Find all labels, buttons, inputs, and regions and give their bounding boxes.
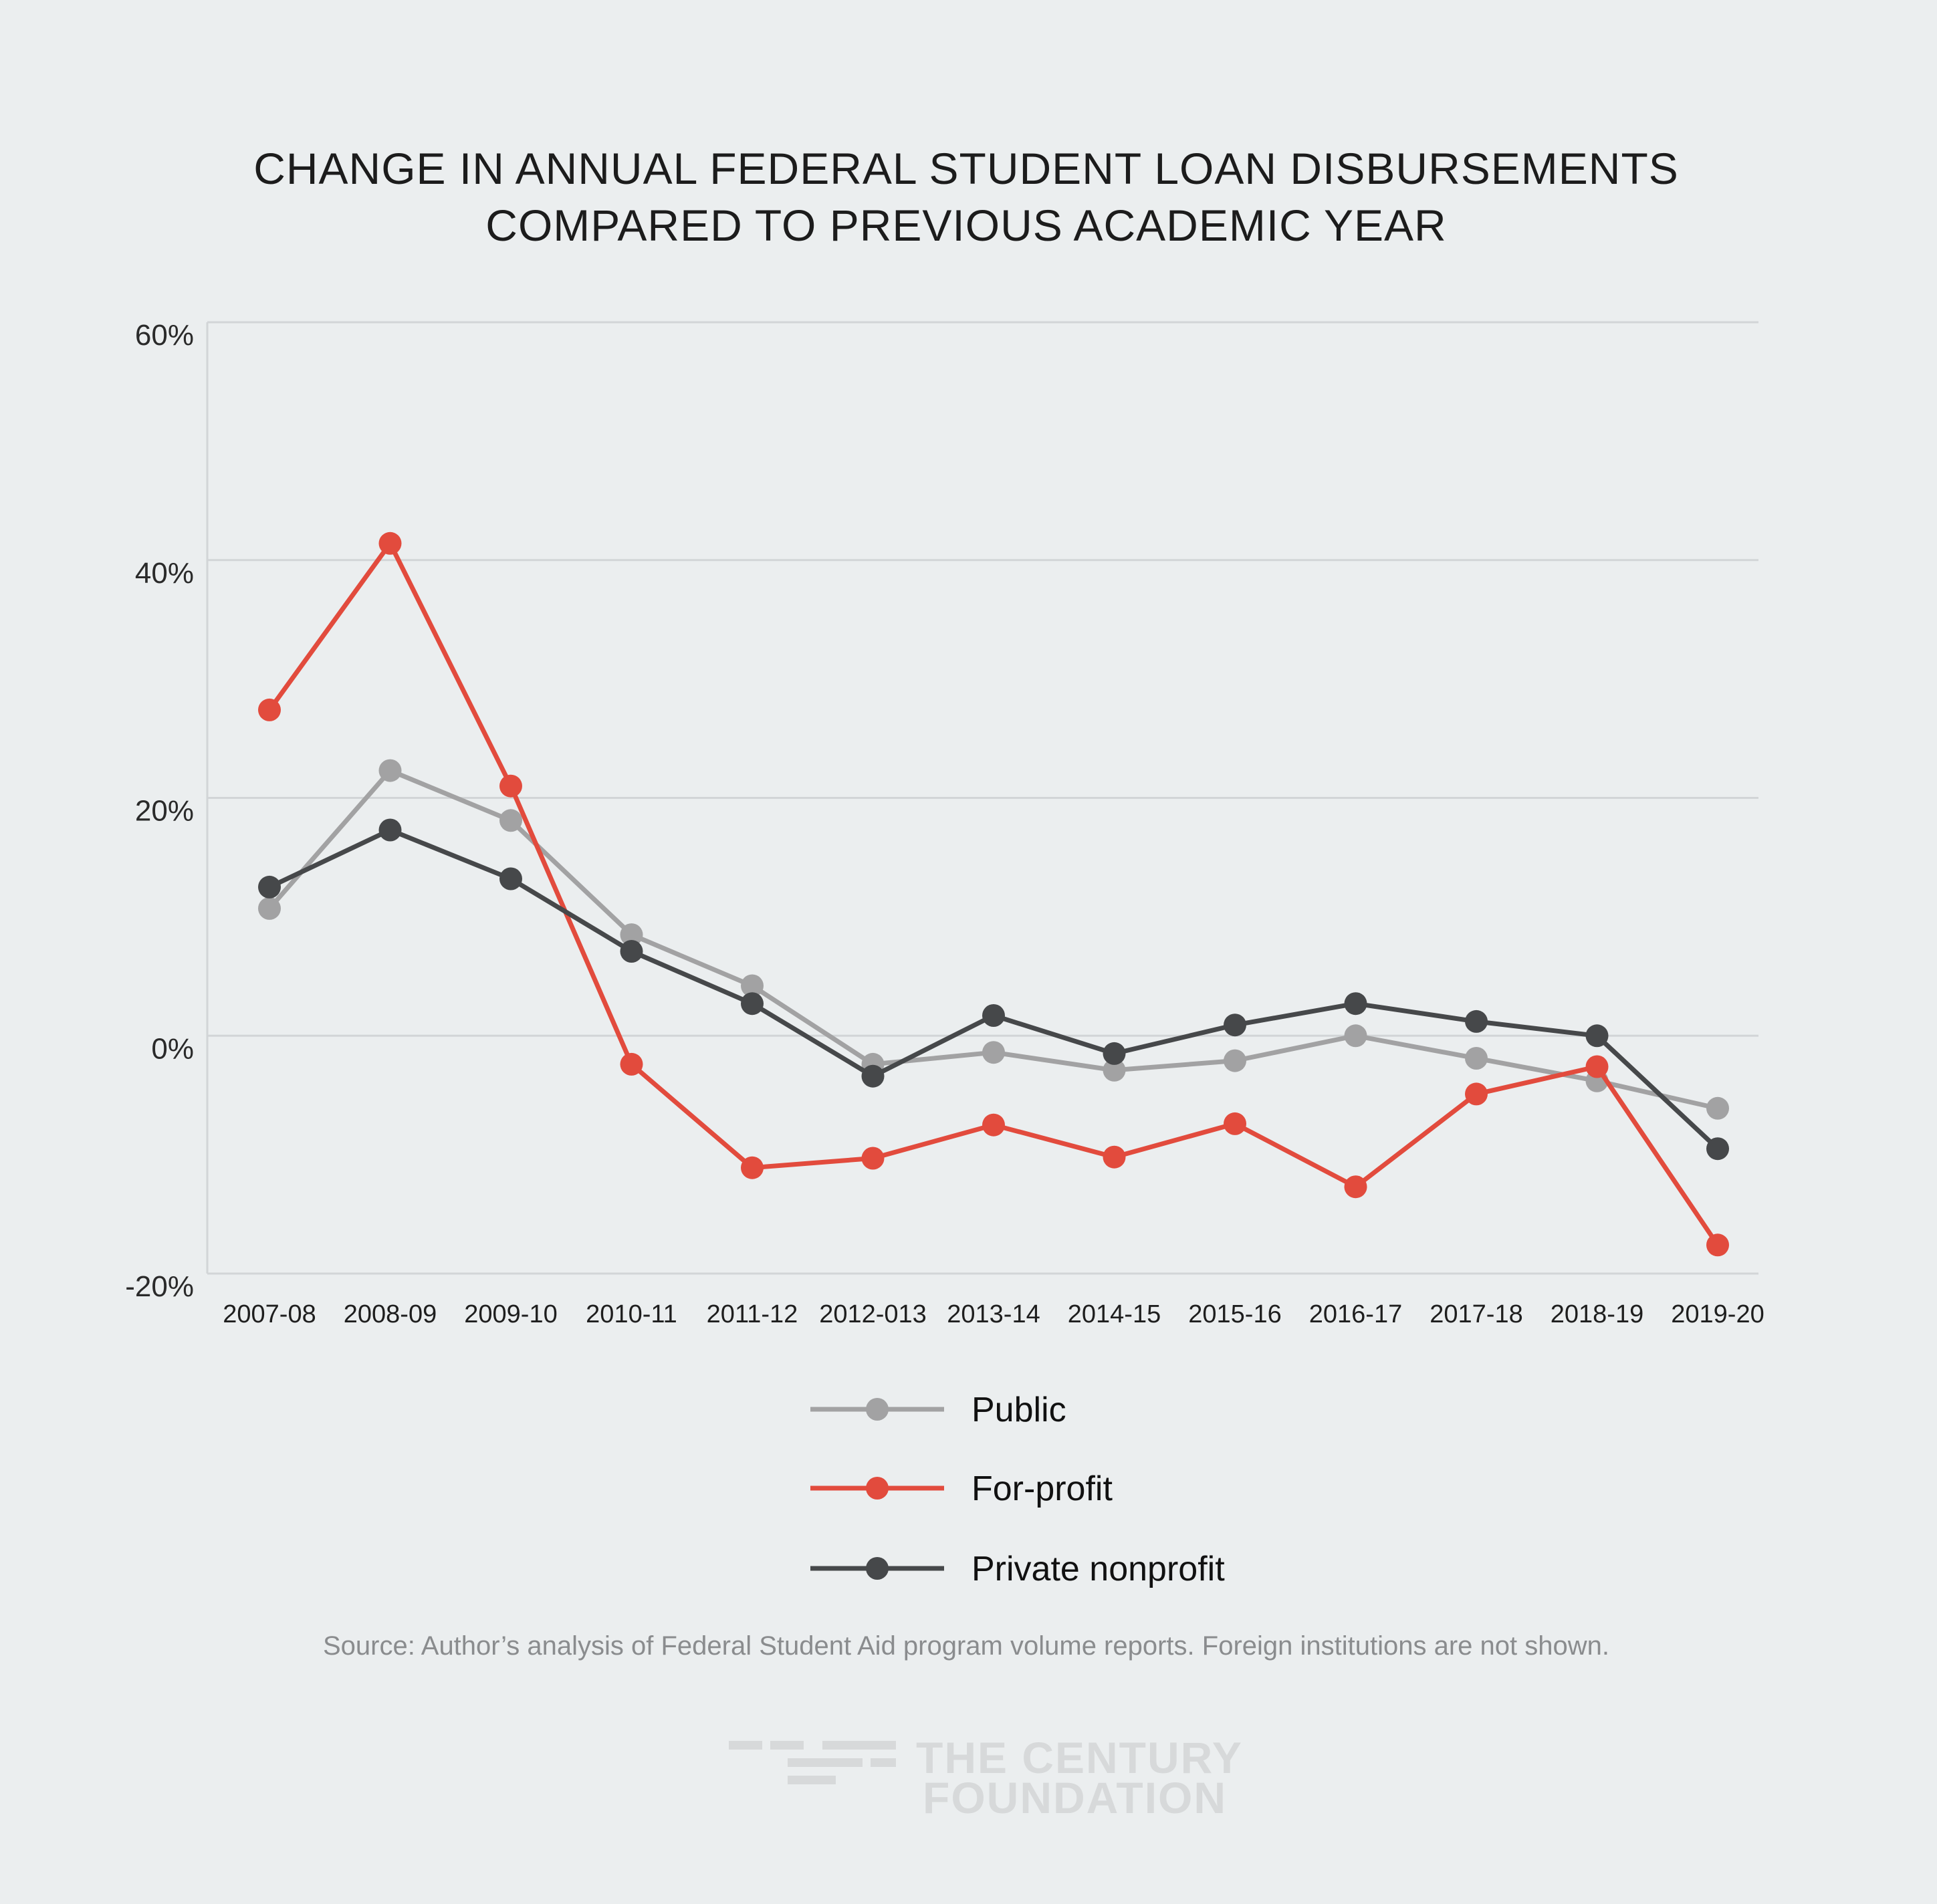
- data-point-for-profit: [378, 531, 402, 555]
- data-series: [258, 531, 1729, 1257]
- legend-item-public: Public: [810, 1391, 1066, 1429]
- data-point-private-nonprofit: [1585, 1024, 1609, 1048]
- series-private-nonprofit: [258, 818, 1729, 1161]
- legend: Public For-profit Private nonprofit: [810, 1391, 1225, 1588]
- data-point-public: [1224, 1049, 1246, 1072]
- data-point-public: [258, 897, 281, 920]
- x-tick-label: 2016-17: [1309, 1300, 1402, 1328]
- data-point-private-nonprofit: [620, 940, 643, 963]
- data-point-public: [620, 923, 643, 947]
- x-axis-tick-labels: 2007-08 2008-09 2009-10 2010-11 2011-12 2012-…: [223, 1300, 1764, 1328]
- legend-label: For-profit: [972, 1469, 1113, 1508]
- data-point-private-nonprofit: [741, 992, 764, 1016]
- legend-swatch-marker: [866, 1477, 889, 1500]
- x-tick-label: 2012-013: [819, 1300, 927, 1328]
- data-point-for-profit: [1224, 1112, 1246, 1135]
- series-for-profit: [258, 531, 1729, 1257]
- x-tick-label: 2009-10: [464, 1300, 557, 1328]
- y-tick-label: 0%: [151, 1032, 194, 1065]
- data-point-private-nonprofit: [258, 875, 281, 899]
- y-tick-label: 60%: [135, 319, 194, 352]
- grid-lines: [206, 321, 1758, 1275]
- y-tick-label: 20%: [135, 795, 194, 828]
- data-point-for-profit: [861, 1147, 885, 1170]
- data-point-public: [499, 809, 522, 832]
- x-tick-label: 2013-14: [947, 1300, 1040, 1328]
- series-public: [258, 759, 1729, 1120]
- x-tick-label: 2017-18: [1430, 1300, 1522, 1328]
- chart-title-line-2: COMPARED TO PREVIOUS ACADEMIC YEAR: [485, 201, 1446, 250]
- data-point-for-profit: [1585, 1055, 1609, 1078]
- legend-item-private-nonprofit: Private nonprofit: [810, 1550, 1225, 1588]
- data-point-for-profit: [982, 1113, 1005, 1137]
- data-point-public: [1103, 1058, 1126, 1082]
- data-point-public: [1465, 1047, 1488, 1070]
- data-point-private-nonprofit: [499, 867, 522, 890]
- x-tick-label: 2018-19: [1551, 1300, 1643, 1328]
- x-tick-label: 2011-12: [707, 1300, 798, 1328]
- data-point-for-profit: [1103, 1145, 1126, 1169]
- x-tick-label: 2015-16: [1188, 1300, 1281, 1328]
- y-axis-tick-labels: 60% 40% 20% 0% -20%: [125, 319, 194, 1303]
- logo-text-line-1: THE CENTURY: [916, 1733, 1243, 1782]
- x-tick-label: 2010-11: [586, 1300, 677, 1328]
- data-point-private-nonprofit: [1224, 1014, 1246, 1037]
- data-point-private-nonprofit: [982, 1004, 1005, 1027]
- data-point-public: [1706, 1096, 1729, 1120]
- y-tick-label: -20%: [125, 1270, 194, 1303]
- logo-mark-icon: [729, 1741, 896, 1784]
- data-point-for-profit: [620, 1052, 643, 1076]
- legend-swatch-marker: [866, 1398, 889, 1421]
- data-point-for-profit: [1344, 1175, 1367, 1199]
- data-point-private-nonprofit: [378, 818, 402, 842]
- chart-title-line-1: CHANGE IN ANNUAL FEDERAL STUDENT LOAN DI…: [253, 144, 1679, 193]
- data-point-for-profit: [1465, 1082, 1488, 1106]
- data-point-for-profit: [258, 698, 281, 721]
- source-note: Source: Author’s analysis of Federal Stu…: [323, 1631, 1609, 1661]
- data-point-private-nonprofit: [1344, 992, 1367, 1016]
- x-tick-label: 2019-20: [1671, 1300, 1764, 1328]
- legend-swatch-marker: [866, 1557, 889, 1580]
- data-point-for-profit: [741, 1156, 764, 1179]
- x-tick-label: 2014-15: [1068, 1300, 1161, 1328]
- data-point-public: [1344, 1024, 1367, 1048]
- legend-label: Private nonprofit: [972, 1550, 1225, 1588]
- data-point-public: [378, 759, 402, 782]
- data-point-public: [741, 974, 764, 997]
- x-tick-label: 2007-08: [223, 1300, 316, 1328]
- data-point-private-nonprofit: [861, 1064, 885, 1088]
- data-point-for-profit: [499, 774, 522, 798]
- data-point-private-nonprofit: [1465, 1009, 1488, 1033]
- data-point-public: [982, 1041, 1005, 1064]
- y-tick-label: 40%: [135, 557, 194, 590]
- data-point-for-profit: [1706, 1233, 1729, 1257]
- century-foundation-logo: THE CENTURY FOUNDATION: [729, 1733, 1243, 1822]
- legend-label: Public: [972, 1391, 1066, 1429]
- logo-text-line-2: FOUNDATION: [923, 1773, 1227, 1822]
- data-point-private-nonprofit: [1706, 1137, 1729, 1161]
- legend-item-for-profit: For-profit: [810, 1469, 1113, 1508]
- data-point-private-nonprofit: [1103, 1042, 1126, 1065]
- x-tick-label: 2008-09: [344, 1300, 437, 1328]
